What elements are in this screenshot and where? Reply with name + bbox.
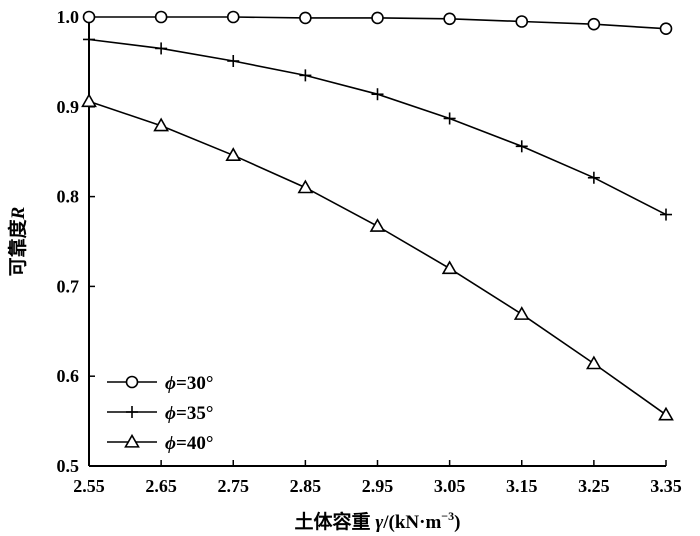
legend-label-value: =35° xyxy=(176,403,213,424)
y-axis-title-symbol: R xyxy=(8,207,29,221)
x-tick-label: 3.15 xyxy=(506,476,538,496)
series-line xyxy=(88,100,667,416)
legend-marker-plus xyxy=(126,406,138,418)
data-point-circle xyxy=(587,17,601,31)
axes: 0.5 0.6 0.7 0.8 0.9 1.0 2.55 2.65 2.75 2.85 2.95 3.… xyxy=(57,7,682,496)
data-point-plus xyxy=(371,88,384,101)
legend-label-value: =40° xyxy=(176,433,213,454)
series-triangle xyxy=(81,93,674,421)
data-point-triangle xyxy=(585,355,602,370)
x-tick-label: 2.65 xyxy=(145,476,177,496)
data-point-triangle xyxy=(513,306,530,320)
data-point-circle xyxy=(226,10,240,24)
legend-marker-circle xyxy=(125,375,139,389)
x-axis-title: 土体容重 γ/(kN·m−3) xyxy=(295,509,461,533)
x-tick-label: 2.75 xyxy=(218,476,250,496)
x-tick-label: 2.85 xyxy=(290,476,322,496)
data-point-triangle xyxy=(81,93,97,108)
data-point-circle xyxy=(371,11,384,25)
series-circle xyxy=(82,10,673,35)
legend-label: ϕ=30° xyxy=(165,373,213,394)
legend: ϕ=30°ϕ=35°ϕ=40° xyxy=(107,373,213,454)
series-layer xyxy=(81,10,674,421)
legend-label: ϕ=35° xyxy=(165,403,213,424)
x-tick-label: 3.05 xyxy=(434,476,466,496)
data-point-circle xyxy=(82,10,96,24)
data-point-triangle xyxy=(441,260,458,275)
axis-titles: 土体容重 γ/(kN·m−3) 可靠度R xyxy=(6,207,460,533)
x-axis-title-symbol: γ xyxy=(375,512,383,533)
data-point-triangle xyxy=(369,218,386,232)
legend-label-value: =30° xyxy=(176,373,213,394)
data-point-triangle xyxy=(297,179,314,194)
data-point-circle xyxy=(154,10,168,24)
x-axis-title-exponent: −3 xyxy=(441,509,454,523)
y-tick-label: 0.6 xyxy=(57,366,80,386)
legend-label-symbol: ϕ xyxy=(165,433,176,454)
data-point-plus xyxy=(587,171,600,184)
y-axis-title: 可靠度R xyxy=(6,207,29,277)
series-plus xyxy=(83,33,672,221)
y-tick-label: 0.5 xyxy=(57,456,80,476)
x-axis-title-close: ) xyxy=(454,512,460,533)
data-point-circle xyxy=(299,11,312,25)
data-point-triangle xyxy=(153,117,170,132)
x-tick-label: 3.25 xyxy=(578,476,610,496)
x-axis-title-prefix: 土体容重 xyxy=(295,510,376,533)
x-axis-title-unit: /(kN·m xyxy=(382,512,441,533)
data-point-plus xyxy=(83,33,95,46)
legend-marker-triangle xyxy=(124,433,140,448)
x-tick-label: 2.95 xyxy=(362,476,394,496)
x-tick-label: 2.55 xyxy=(73,476,105,496)
legend-label-symbol: ϕ xyxy=(165,373,176,394)
data-point-plus xyxy=(299,69,312,82)
y-axis-title-text: 可靠度 xyxy=(6,218,29,276)
data-point-triangle xyxy=(225,147,242,161)
legend-label-symbol: ϕ xyxy=(165,403,176,424)
series-line xyxy=(88,38,667,216)
legend-label: ϕ=40° xyxy=(165,433,213,454)
x-tick-label: 3.35 xyxy=(650,476,682,496)
y-tick-label: 0.7 xyxy=(57,276,80,296)
legend-entry-triangle: ϕ=40° xyxy=(107,433,213,454)
data-point-circle xyxy=(659,22,673,35)
legend-entry-circle: ϕ=30° xyxy=(107,373,213,394)
data-point-plus xyxy=(515,140,528,153)
data-point-circle xyxy=(515,15,529,28)
data-point-triangle xyxy=(658,406,674,421)
y-tick-label: 1.0 xyxy=(57,7,80,27)
y-tick-label: 0.8 xyxy=(57,187,80,207)
data-point-plus xyxy=(660,208,672,221)
legend-entry-plus: ϕ=35° xyxy=(107,403,213,424)
data-point-circle xyxy=(443,12,456,26)
data-point-plus xyxy=(155,42,168,55)
y-tick-label: 0.9 xyxy=(57,97,80,117)
data-point-plus xyxy=(227,55,240,68)
data-point-plus xyxy=(443,112,456,125)
